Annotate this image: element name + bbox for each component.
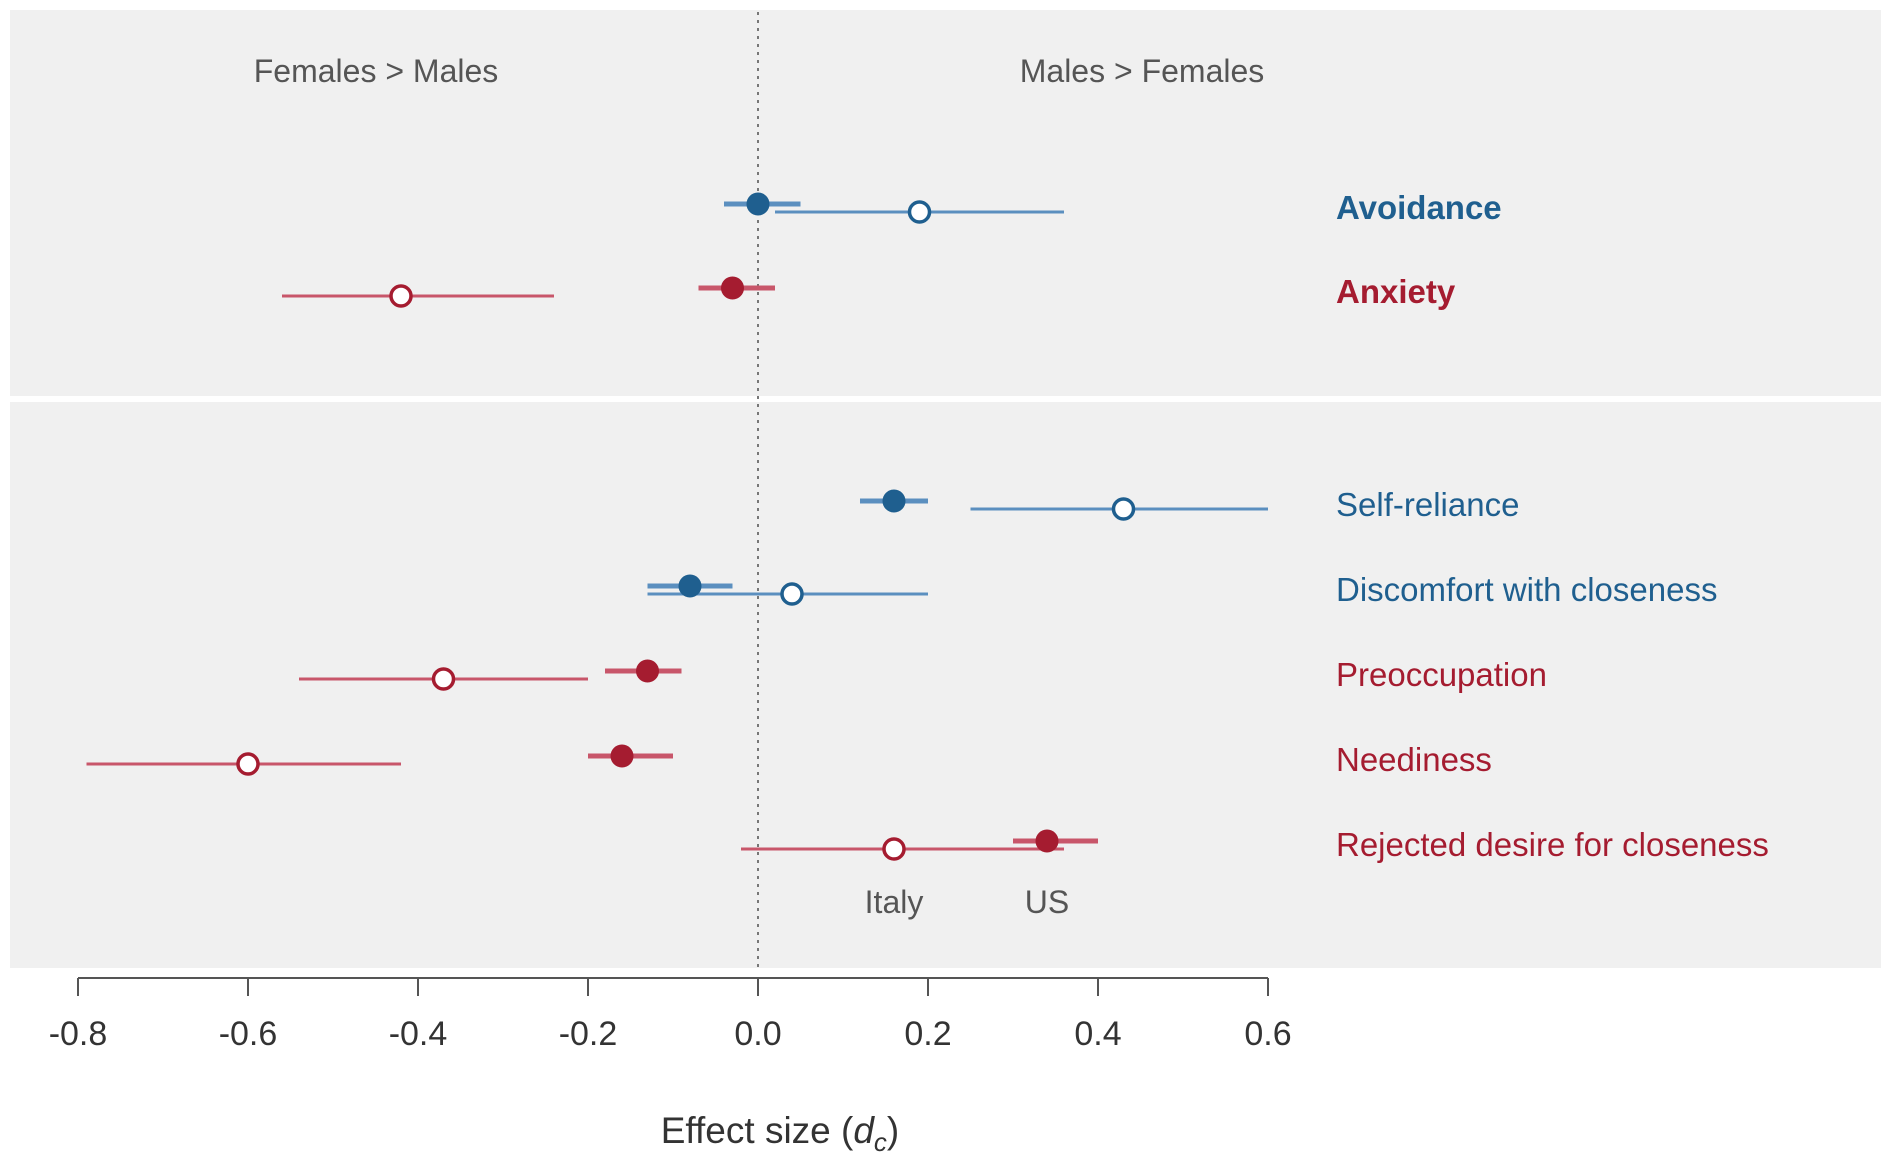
legend-label-italy: Italy (865, 884, 924, 920)
x-tick-label-1: -0.6 (219, 1015, 278, 1053)
point-us-neediness (610, 744, 634, 768)
direction-label-left: Females > Males (254, 53, 499, 89)
x-tick-label-7: 0.6 (1244, 1015, 1291, 1053)
point-us-preoccupation (636, 659, 659, 683)
legend-label-us: US (1025, 884, 1069, 920)
point-italy-self-reliance (1111, 497, 1136, 521)
x-axis-title: Effect size (dc) (661, 1110, 900, 1156)
point-italy-avoidance (907, 200, 932, 224)
point-italy-preoccupation (431, 667, 456, 691)
x-tick-label-6: 0.4 (1074, 1015, 1121, 1053)
row-label-rejected-desire-for-closeness: Rejected desire for closeness (1336, 826, 1769, 863)
point-us-self-reliance (882, 489, 906, 513)
panel-top-background (10, 10, 1881, 396)
x-tick-label-5: 0.2 (904, 1015, 951, 1053)
direction-label-right: Males > Females (1020, 53, 1265, 89)
x-axis-title-close: ) (887, 1110, 899, 1151)
row-label-preoccupation: Preoccupation (1336, 656, 1547, 693)
x-axis-title-var: d (853, 1110, 875, 1151)
point-italy-anxiety (389, 284, 413, 308)
point-us-anxiety (721, 276, 744, 300)
x-tick-label-0: -0.8 (49, 1015, 108, 1053)
point-italy-rejected-desire-for-closeness (882, 837, 906, 861)
row-label-avoidance: Avoidance (1336, 189, 1502, 226)
point-us-rejected-desire-for-closeness (1035, 829, 1059, 853)
row-label-anxiety: Anxiety (1336, 273, 1456, 310)
panel-bottom-background (10, 402, 1881, 968)
x-axis-title-text: Effect size ( (661, 1110, 854, 1151)
row-label-discomfort-with-closeness: Discomfort with closeness (1336, 571, 1717, 608)
point-italy-discomfort-with-closeness (780, 582, 804, 606)
point-us-avoidance (746, 192, 770, 216)
x-tick-label-4: 0.0 (734, 1015, 781, 1053)
point-us-discomfort-with-closeness (678, 574, 702, 598)
point-italy-neediness (236, 752, 260, 776)
row-label-self-reliance: Self-reliance (1336, 486, 1519, 523)
x-tick-label-3: -0.2 (559, 1015, 618, 1053)
row-label-neediness: Neediness (1336, 741, 1492, 778)
x-tick-label-2: -0.4 (389, 1015, 448, 1053)
x-axis-title-sub: c (874, 1127, 887, 1156)
